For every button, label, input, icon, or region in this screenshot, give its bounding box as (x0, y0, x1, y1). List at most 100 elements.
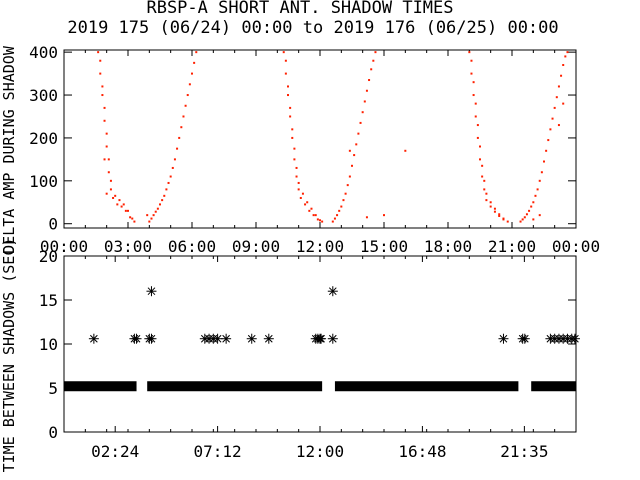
data-point (154, 210, 157, 213)
plot-frame (63, 255, 577, 433)
chart-subtitle: 2019 175 (06/24) 00:00 to 2019 176 (06/2… (67, 18, 558, 38)
data-point (193, 61, 196, 64)
data-point (344, 192, 347, 195)
data-point (112, 196, 115, 199)
data-point (178, 136, 181, 139)
y-tick-label: 5 (48, 379, 58, 398)
x-tick-label: 21:00 (488, 237, 536, 256)
x-tick-label: 03:00 (104, 237, 152, 256)
data-point (146, 286, 157, 297)
data-point (109, 188, 112, 191)
data-point (342, 199, 345, 202)
data-point (474, 102, 477, 105)
data-point (291, 128, 294, 131)
data-point (182, 115, 185, 118)
data-point (314, 214, 317, 217)
data-point (336, 214, 339, 217)
data-point (498, 213, 501, 216)
data-point (368, 79, 371, 82)
data-point (370, 68, 373, 71)
data-point (551, 117, 554, 120)
data-point (351, 164, 353, 167)
data-point (485, 199, 488, 202)
data-point (101, 94, 104, 97)
data-point (472, 81, 475, 84)
data-point (327, 286, 338, 297)
data-point (479, 145, 481, 148)
data-point (404, 149, 407, 152)
data-point (536, 188, 539, 191)
x-tick-label: 02:24 (91, 442, 139, 461)
data-point (538, 179, 541, 182)
x-tick-label: 00:00 (552, 237, 600, 256)
data-point (120, 205, 123, 208)
data-point (287, 85, 289, 88)
data-point (498, 214, 501, 217)
data-point (479, 158, 481, 161)
data-point (103, 106, 106, 109)
y-tick-label: 400 (29, 43, 58, 62)
data-point (525, 213, 528, 216)
data-point (485, 192, 488, 195)
data-point (284, 72, 287, 75)
data-point (176, 147, 179, 150)
data-point (346, 184, 349, 187)
data-point (180, 126, 183, 129)
data-point (152, 214, 155, 217)
top-panel: 00:00 03:00 06:00 09:00 12:00 15:00 18:00 21:00… (29, 43, 600, 256)
x-tick-label: 21:35 (500, 442, 548, 461)
data-point (489, 205, 492, 208)
data-point (481, 175, 484, 178)
data-point (105, 192, 108, 195)
data-point (374, 51, 377, 54)
data-point (523, 216, 526, 219)
data-point (99, 72, 102, 75)
data-point (105, 145, 108, 148)
data-point (557, 124, 560, 127)
data-point (133, 220, 136, 223)
data-point (534, 194, 537, 197)
data-point (118, 199, 121, 202)
data-point (312, 214, 315, 217)
bottom-panel: 02:24 07:12 12:00 16:48 21:35 0 5 10 15 20 (39, 247, 580, 461)
y-tick-label: 0 (48, 215, 58, 234)
y-tick-label: 0 (48, 423, 58, 442)
data-point (310, 207, 313, 210)
data-point (291, 136, 294, 139)
data-point (161, 199, 164, 202)
data-point (131, 217, 134, 220)
data-point (107, 158, 110, 161)
data-point (129, 216, 132, 219)
data-point (319, 219, 321, 222)
data-point (476, 136, 479, 139)
data-point (173, 158, 176, 161)
data-point (549, 128, 552, 131)
data-point (195, 51, 198, 54)
data-point (519, 220, 522, 223)
data-point (124, 209, 127, 212)
data-point (543, 160, 545, 163)
data-point (191, 72, 193, 75)
data-point (348, 175, 351, 178)
chart-title: RBSP-A SHORT ANT. SHADOW TIMES (146, 0, 453, 18)
data-point (88, 333, 99, 344)
data-point (357, 132, 360, 135)
data-point (289, 115, 292, 118)
y-tick-label: 15 (39, 291, 58, 310)
data-point (353, 154, 356, 157)
data-point (297, 181, 300, 184)
data-point (316, 333, 327, 344)
x-tick-label: 07:12 (194, 442, 242, 461)
data-point (383, 214, 385, 217)
data-point (107, 171, 110, 174)
x-tick-label: 06:00 (168, 237, 216, 256)
data-point (289, 106, 292, 109)
data-point (284, 59, 287, 62)
data-point (150, 217, 153, 220)
data-point (103, 158, 106, 161)
y-tick-label: 20 (39, 247, 58, 266)
data-point (361, 111, 364, 114)
data-point (148, 220, 151, 223)
data-point (569, 333, 580, 344)
top-y-axis-label: DELTA AMP DURING SHADOW (0, 45, 18, 254)
